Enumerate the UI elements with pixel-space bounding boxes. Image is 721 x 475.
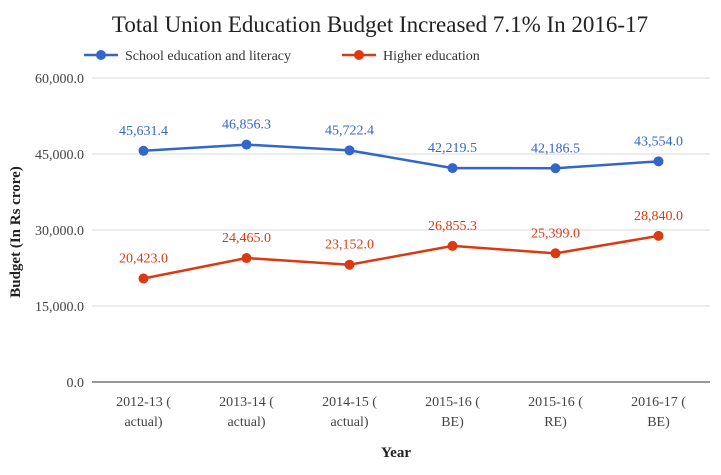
- data-point[interactable]: [138, 273, 149, 284]
- legend-item-higher[interactable]: Higher education: [342, 49, 480, 64]
- data-point[interactable]: [653, 230, 664, 241]
- data-point[interactable]: [550, 248, 561, 259]
- data-label: 45,722.4: [325, 123, 374, 138]
- legend-marker-school: [96, 50, 106, 60]
- x-tick-label: 2014-15 (actual): [322, 395, 377, 430]
- x-axis-title: Year: [381, 445, 411, 461]
- data-point[interactable]: [344, 145, 355, 156]
- data-label: 42,186.5: [531, 141, 580, 156]
- data-label: 24,465.0: [222, 231, 271, 246]
- legend-label-higher: Higher education: [383, 49, 480, 64]
- data-point[interactable]: [344, 259, 355, 270]
- x-tick-label: 2015-16 (RE): [528, 395, 583, 430]
- y-axis-ticks: 0.0 15,000.0 30,000.0 45,000.0 60,000.0: [35, 72, 84, 391]
- x-tick-label: 2016-17 (BE): [631, 395, 686, 430]
- data-point[interactable]: [653, 156, 664, 167]
- data-point[interactable]: [447, 163, 458, 174]
- series-line-higher: [143, 234, 659, 280]
- data-label: 45,631.4: [119, 124, 168, 139]
- legend-marker-higher: [354, 50, 364, 60]
- data-label: 25,399.0: [531, 226, 580, 241]
- y-tick-label: 30,000.0: [35, 224, 84, 239]
- data-point[interactable]: [241, 139, 252, 150]
- y-tick-label: 60,000.0: [35, 72, 84, 87]
- legend-item-school[interactable]: School education and literacy: [84, 49, 291, 64]
- y-tick-label: 15,000.0: [35, 300, 84, 315]
- data-label: 42,219.5: [428, 141, 477, 156]
- legend-label-school: School education and literacy: [125, 49, 291, 64]
- data-point[interactable]: [550, 163, 561, 174]
- y-axis-title: Budget (In Rs crore): [8, 166, 24, 298]
- data-label: 46,856.3: [222, 118, 271, 133]
- data-label: 20,423.0: [119, 252, 168, 267]
- legend: School education and literacy Higher edu…: [84, 49, 480, 64]
- data-label: 23,152.0: [325, 238, 374, 253]
- series-line-school: [143, 143, 659, 170]
- x-axis-ticks: 2012-13 (actual) 2013-14 (actual) 2014-15 …: [116, 395, 686, 430]
- x-tick-label: 2015-16 (BE): [425, 395, 480, 430]
- y-tick-label: 0.0: [67, 376, 85, 391]
- data-label: 43,554.0: [634, 134, 683, 149]
- series-layer: 45,631.4 46,856.3 45,722.4 42,219.5 42,186.5…: [119, 118, 683, 284]
- y-tick-label: 45,000.0: [35, 148, 84, 163]
- data-point[interactable]: [447, 240, 458, 251]
- data-point[interactable]: [138, 145, 149, 156]
- x-tick-label: 2013-14 (actual): [219, 395, 274, 430]
- data-point[interactable]: [241, 253, 252, 264]
- x-tick-label: 2012-13 (actual): [116, 395, 171, 430]
- data-label: 28,840.0: [634, 209, 683, 224]
- data-label: 26,855.3: [428, 219, 477, 234]
- gridlines: [92, 77, 710, 383]
- chart-title: Total Union Education Budget Increased 7…: [112, 12, 648, 37]
